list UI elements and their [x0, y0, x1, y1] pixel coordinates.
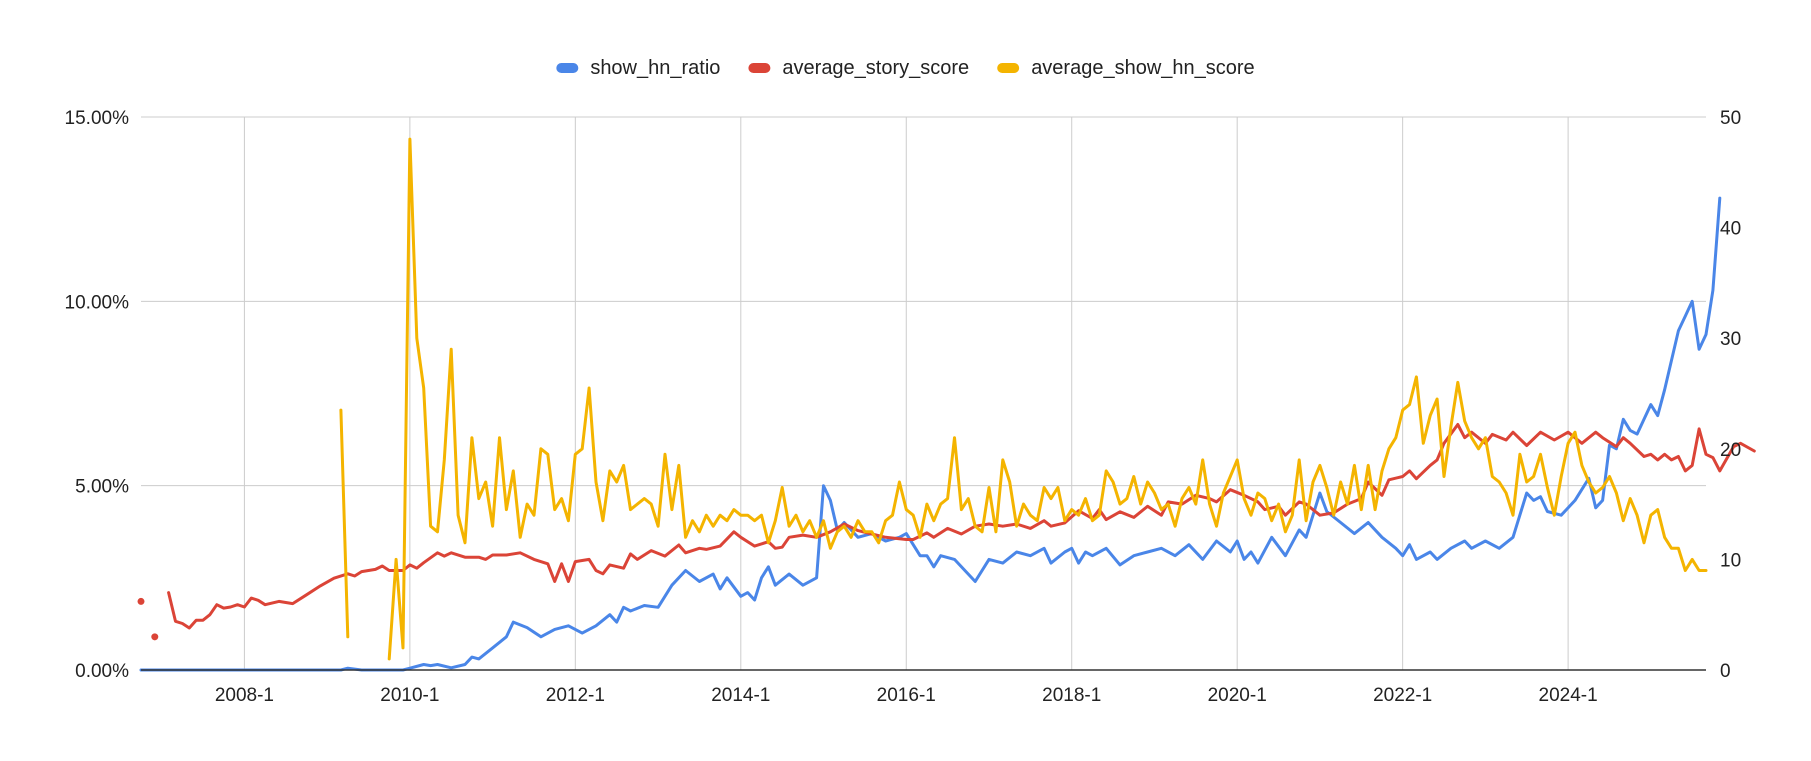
left-axis-tick-label: 0.00% [75, 661, 129, 682]
legend-item-show-hn-ratio: show_hn_ratio [556, 57, 720, 79]
legend-label: average_story_score [782, 57, 969, 79]
legend-item-average-show-hn-score: average_show_hn_score [997, 57, 1255, 79]
series-point [151, 633, 159, 641]
legend-swatch [748, 63, 771, 73]
right-axis-tick-label: 30 [1720, 329, 1741, 350]
x-axis-tick-label: 2020-1 [1208, 685, 1267, 706]
x-axis-tick-label: 2024-1 [1539, 685, 1598, 706]
x-axis-tick-label: 2016-1 [877, 685, 936, 706]
series-line [387, 137, 1708, 661]
series-line [139, 196, 1722, 672]
legend: show_hn_ratio average_story_score average_… [556, 57, 1255, 79]
x-axis-tick-label: 2012-1 [546, 685, 605, 706]
series-point [137, 597, 145, 605]
legend-item-average-story-score: average_story_score [748, 57, 969, 79]
right-axis-tick-label: 0 [1720, 661, 1731, 682]
left-axis-tick-label: 10.00% [65, 292, 130, 313]
series-average-show-hn-score [339, 137, 1708, 661]
x-axis-tick-label: 2022-1 [1373, 685, 1432, 706]
x-axis-tick-label: 2014-1 [711, 685, 770, 706]
gridlines [141, 116, 1706, 671]
right-axis-tick-label: 40 [1720, 219, 1741, 240]
x-axis-tick-label: 2010-1 [380, 685, 439, 706]
left-axis-tick-label: 15.00% [65, 108, 130, 129]
left-axis-tick-label: 5.00% [75, 477, 129, 498]
legend-swatch [997, 63, 1020, 73]
series-line [339, 408, 350, 639]
left-y-axis: 0.00% 5.00% 10.00% 15.00% [65, 108, 130, 682]
x-axis: 2008-1 2010-1 2012-1 2014-1 2016-1 2018-1 2020… [141, 669, 1706, 706]
right-axis-tick-label: 50 [1720, 108, 1741, 129]
series-average-story-score [137, 423, 1756, 641]
x-axis-tick-label: 2008-1 [215, 685, 274, 706]
legend-swatch [556, 63, 579, 73]
right-axis-tick-label: 20 [1720, 440, 1741, 461]
plot-area [137, 137, 1756, 672]
x-axis-tick-label: 2018-1 [1042, 685, 1101, 706]
legend-label: show_hn_ratio [590, 57, 720, 79]
right-axis-tick-label: 10 [1720, 550, 1741, 571]
series-line [167, 423, 1756, 630]
legend-label: average_show_hn_score [1031, 57, 1255, 79]
series-show-hn-ratio [139, 196, 1722, 672]
right-y-axis: 0 10 20 30 40 50 [1720, 108, 1741, 682]
